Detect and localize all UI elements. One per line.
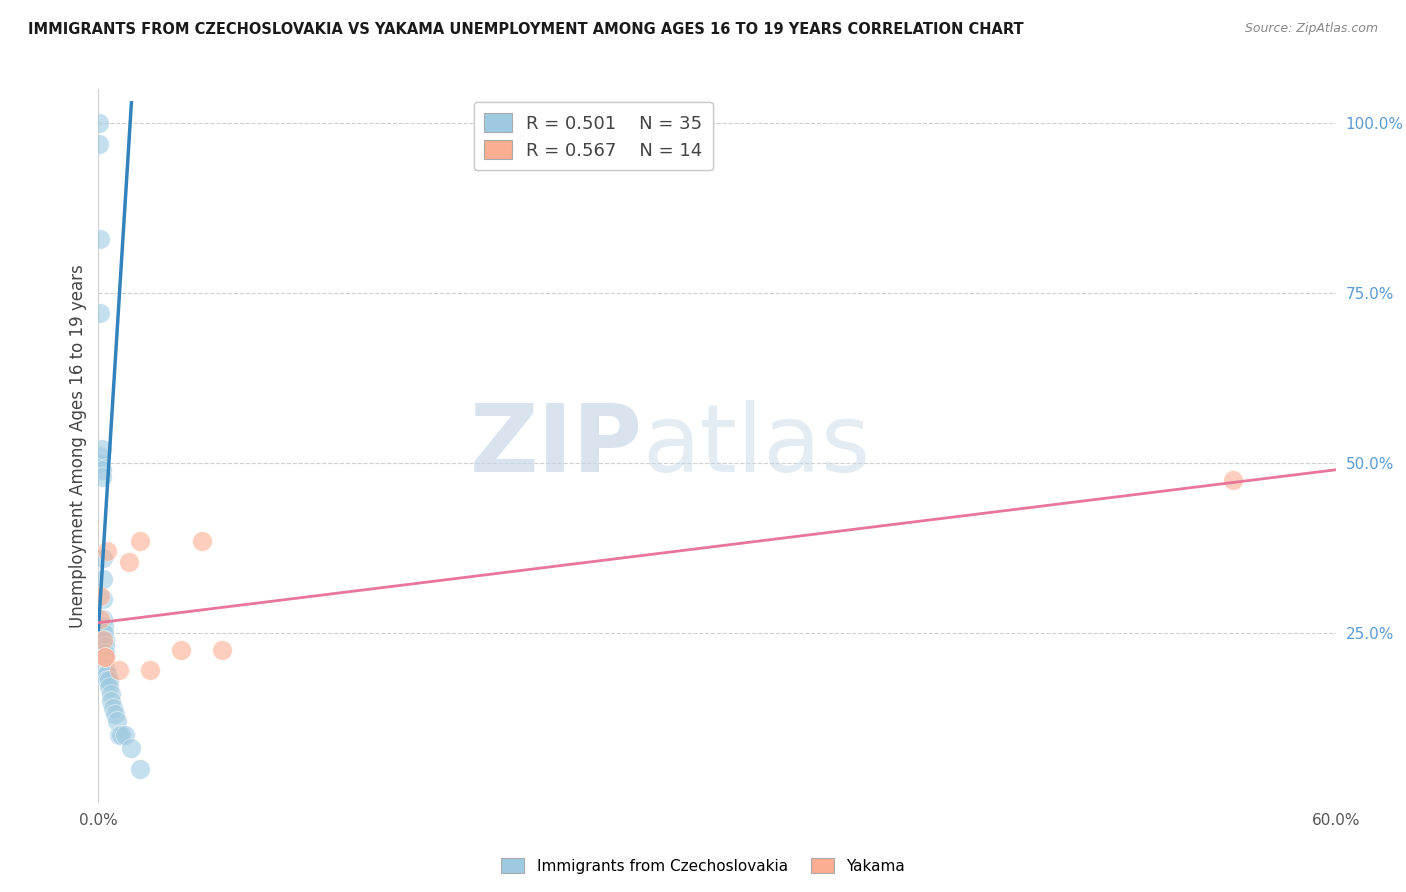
Point bbox=[93, 626, 115, 640]
Point bbox=[108, 663, 131, 677]
Point bbox=[93, 646, 115, 660]
Point bbox=[93, 619, 115, 633]
Point bbox=[120, 741, 142, 756]
Y-axis label: Unemployment Among Ages 16 to 19 years: Unemployment Among Ages 16 to 19 years bbox=[69, 264, 87, 628]
Point bbox=[118, 555, 141, 569]
Text: Source: ZipAtlas.com: Source: ZipAtlas.com bbox=[1244, 22, 1378, 36]
Point bbox=[139, 663, 162, 677]
Point bbox=[89, 116, 111, 130]
Point bbox=[89, 232, 111, 246]
Point bbox=[100, 687, 122, 701]
Point bbox=[105, 714, 128, 729]
Point bbox=[89, 449, 111, 463]
Point bbox=[170, 643, 193, 657]
Point bbox=[91, 626, 114, 640]
Point bbox=[114, 728, 136, 742]
Point bbox=[89, 589, 111, 603]
Point bbox=[1222, 473, 1244, 487]
Point bbox=[190, 534, 212, 549]
Point bbox=[90, 442, 112, 457]
Point bbox=[96, 544, 118, 558]
Point bbox=[97, 673, 120, 688]
Point bbox=[100, 694, 122, 708]
Point bbox=[128, 762, 150, 776]
Text: ZIP: ZIP bbox=[470, 400, 643, 492]
Point bbox=[90, 463, 112, 477]
Point bbox=[91, 591, 114, 606]
Point bbox=[91, 551, 114, 566]
Point bbox=[89, 306, 111, 320]
Point bbox=[90, 469, 112, 483]
Point bbox=[96, 666, 118, 681]
Point bbox=[91, 572, 114, 586]
Legend: R = 0.501    N = 35, R = 0.567    N = 14: R = 0.501 N = 35, R = 0.567 N = 14 bbox=[474, 102, 713, 170]
Point bbox=[101, 700, 124, 714]
Point bbox=[97, 680, 120, 694]
Point bbox=[96, 673, 118, 688]
Point bbox=[93, 649, 115, 664]
Point bbox=[128, 534, 150, 549]
Point bbox=[89, 456, 111, 470]
Text: IMMIGRANTS FROM CZECHOSLOVAKIA VS YAKAMA UNEMPLOYMENT AMONG AGES 16 TO 19 YEARS : IMMIGRANTS FROM CZECHOSLOVAKIA VS YAKAMA… bbox=[28, 22, 1024, 37]
Point bbox=[211, 643, 233, 657]
Point bbox=[93, 640, 115, 654]
Point bbox=[93, 632, 115, 647]
Point bbox=[91, 632, 114, 647]
Text: atlas: atlas bbox=[643, 400, 872, 492]
Point bbox=[104, 707, 127, 722]
Point bbox=[93, 660, 115, 674]
Point bbox=[89, 612, 111, 626]
Point bbox=[108, 728, 131, 742]
Point bbox=[93, 649, 115, 664]
Point bbox=[110, 728, 132, 742]
Legend: Immigrants from Czechoslovakia, Yakama: Immigrants from Czechoslovakia, Yakama bbox=[495, 852, 911, 880]
Point bbox=[94, 666, 117, 681]
Point bbox=[91, 612, 114, 626]
Point bbox=[89, 136, 111, 151]
